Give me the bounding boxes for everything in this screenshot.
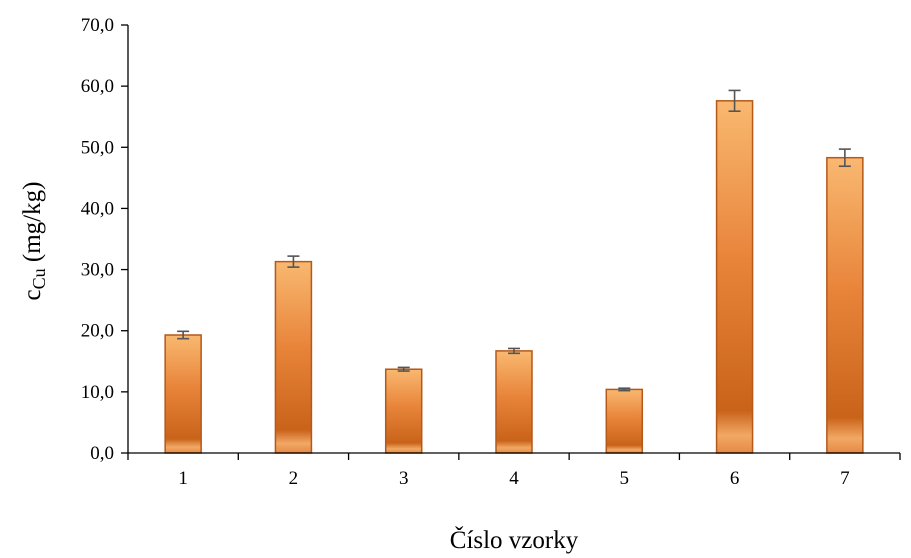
x-tick-label: 5 <box>620 468 630 489</box>
axes-group <box>121 24 901 460</box>
x-tick-label: 1 <box>178 468 188 489</box>
bar-3 <box>384 368 423 454</box>
x-tick-label: 3 <box>399 468 409 489</box>
y-axis-title-unit: (mg/kg) <box>19 182 46 269</box>
bar-2 <box>274 260 313 454</box>
y-tick-label: 0,0 <box>90 443 114 464</box>
y-tick-label: 30,0 <box>81 260 114 281</box>
bar-7 <box>826 156 864 454</box>
y-axis-title-main: c <box>19 289 46 300</box>
x-tick-label: 6 <box>730 468 740 489</box>
bars-group <box>164 100 864 454</box>
x-tick-label: 7 <box>840 468 850 489</box>
y-tick-label: 70,0 <box>81 15 114 36</box>
error-bars-group <box>177 89 851 392</box>
x-axis-title: Číslo vzorky <box>450 526 579 554</box>
y-tick-label: 20,0 <box>81 321 114 342</box>
bar-5 <box>605 388 644 454</box>
x-tick-label: 4 <box>509 468 519 489</box>
y-axis-title-subscript: Cu <box>29 268 49 289</box>
y-tick-label: 50,0 <box>81 137 114 158</box>
bar-4 <box>495 350 533 454</box>
bar-1 <box>164 334 202 454</box>
y-tick-label: 10,0 <box>81 382 114 403</box>
y-tick-label: 60,0 <box>81 76 114 97</box>
x-tick-label: 2 <box>289 468 299 489</box>
bar-6 <box>715 100 754 454</box>
tick-labels-group: 0,0 10,0 20,0 30,0 40,0 50,0 60,0 70,0 1 2 3 4 5 6 7 <box>81 15 850 489</box>
y-axis-title: cCu (mg/kg) <box>19 182 49 301</box>
y-tick-label: 40,0 <box>81 198 114 219</box>
